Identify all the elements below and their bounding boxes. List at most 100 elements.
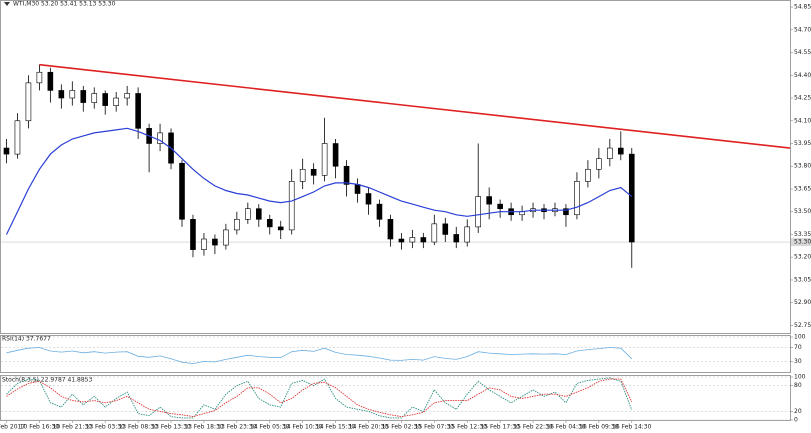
candle-body (585, 168, 591, 182)
x-tick-label: 13 Feb 13:30 (151, 424, 191, 431)
candle-body (574, 181, 580, 216)
x-tick-label: 10 Feb 21:30 (53, 424, 93, 431)
candle-body (14, 120, 21, 155)
y-tick-label: 30 (794, 358, 802, 365)
y-tick-label: 54.40 (794, 72, 811, 79)
x-tick-label: 13 Feb 23:30 (217, 424, 257, 431)
x-tick-label: 15 Feb 12:30 (448, 424, 488, 431)
candle-body (234, 219, 240, 231)
y-tick-label: 100 (794, 374, 806, 381)
candle-body (179, 162, 185, 220)
stoch-panel (0, 375, 791, 421)
x-tick-label: 15 Feb 17:30 (480, 424, 520, 431)
candle-body (420, 237, 427, 243)
x-tick-label: 14 Feb 10:30 (283, 424, 323, 431)
candle-body (453, 234, 460, 243)
x-tick-label: 14 Feb 15:30 (316, 424, 356, 431)
x-tick-label: 10 Feb 16:30 (20, 424, 60, 431)
candle-body (409, 237, 416, 243)
y-tick-label: 52.90 (794, 299, 811, 306)
candle-body (398, 238, 405, 243)
candle-body (299, 168, 306, 182)
candle-body (431, 223, 438, 243)
x-tick-label: 15 Feb 22:30 (513, 424, 553, 431)
chart-title: WTI,M30 53.20 53.41 53.13 53.30 (13, 1, 116, 8)
candle-body (69, 90, 76, 99)
candle-body (47, 71, 54, 91)
candle-body (201, 238, 207, 250)
candle-body (277, 226, 284, 231)
y-tick-label: 70 (794, 344, 802, 351)
candle-body (36, 71, 43, 84)
candle-body (563, 208, 569, 216)
candle-body (288, 181, 295, 231)
candle-body (25, 82, 32, 122)
price-panel (0, 0, 791, 334)
last-price-label: 53.30 (794, 239, 811, 246)
candle-body (475, 196, 481, 228)
candle-body (321, 143, 328, 176)
x-tick-label: 14 Feb 05:30 (250, 424, 290, 431)
y-tick-label: 54.25 (794, 95, 811, 102)
candle-body (596, 158, 602, 170)
y-tick-label: 53.20 (794, 254, 811, 261)
candle-body (354, 184, 361, 194)
candle-body (102, 93, 109, 106)
candle-body (343, 165, 350, 185)
y-tick-label: 53.65 (794, 185, 811, 192)
y-tick-label: 80 (794, 382, 802, 389)
indicator-line (6, 377, 633, 419)
candle-body (255, 208, 262, 220)
candle-body (80, 90, 87, 103)
candle-body (618, 147, 624, 155)
candle-body (332, 143, 339, 167)
x-tick-label: 13 Feb 03:30 (86, 424, 126, 431)
last-price-box (791, 238, 811, 247)
candle-body (628, 153, 635, 243)
trend-line (39, 63, 791, 149)
x-tick-label: 15 Feb 02:30 (382, 424, 422, 431)
candle-body (124, 93, 130, 99)
indicator-line (6, 378, 633, 418)
y-tick-label: 52.75 (794, 322, 811, 329)
y-tick-label: 53.95 (794, 140, 811, 147)
y-tick-label: 0 (794, 417, 798, 424)
moving-average (5, 127, 633, 235)
candle-body (135, 93, 141, 129)
candle-body (365, 193, 372, 205)
y-tick-label: 54.85 (794, 4, 811, 11)
rsi-title: RSI(14) 37.7677 (2, 336, 51, 343)
x-tick-label: 14 Feb 20:30 (349, 424, 389, 431)
candle-body (223, 229, 229, 246)
candle-body (497, 203, 503, 209)
x-tick-label: 15 Feb 07:30 (415, 424, 455, 431)
candle-body (442, 223, 449, 235)
x-tick-label: 13 Feb 08:30 (118, 424, 158, 431)
stoch-title: Stoch(8,3,5) 22.9787 41.8853 (2, 377, 93, 384)
x-tick-label: 13 Feb 18:30 (184, 424, 224, 431)
candle-body (91, 93, 98, 103)
candle-body (3, 147, 10, 155)
candle-body (157, 132, 163, 144)
y-tick-label: 20 (794, 408, 802, 415)
candle-body (245, 208, 251, 220)
candle-body (266, 219, 273, 228)
y-tick-label: 100 (794, 334, 806, 341)
y-tick-label: 54.55 (794, 49, 811, 56)
rsi-panel (0, 335, 791, 373)
candle-body (113, 97, 119, 106)
x-tick-label: 16 Feb 04:30 (546, 424, 586, 431)
candle-body (464, 226, 471, 243)
y-tick-label: 54.70 (794, 26, 811, 33)
candle-body (310, 168, 317, 176)
y-tick-label: 53.50 (794, 208, 811, 215)
indicator-line (6, 347, 633, 365)
candle-body (376, 203, 383, 220)
x-tick-label: 16 Feb 14:30 (612, 424, 652, 431)
symbol-arrow-icon (4, 2, 10, 6)
x-tick-label: 16 Feb 09:30 (579, 424, 619, 431)
candle-body (190, 219, 196, 250)
candle-body (58, 90, 65, 99)
